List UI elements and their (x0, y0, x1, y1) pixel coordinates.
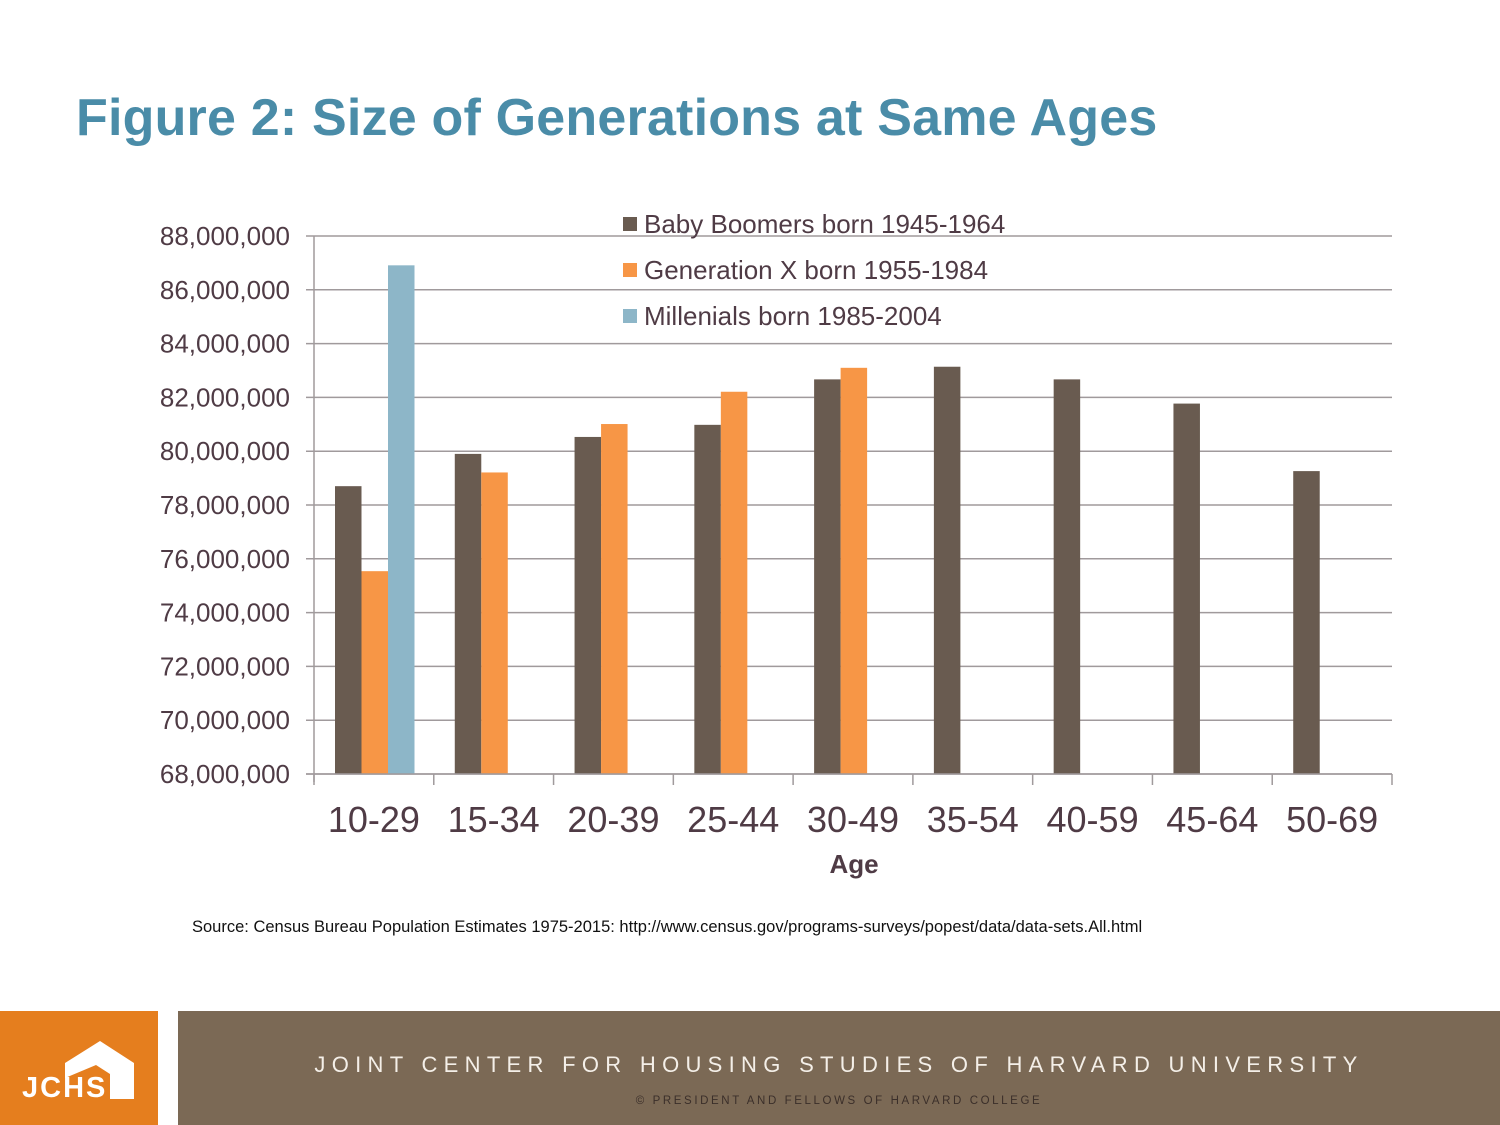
bar-generation-25-44 (720, 391, 748, 774)
x-tick-label: 10-29 (328, 799, 420, 840)
legend-swatch (623, 263, 637, 277)
x-tick-label: 15-34 (448, 799, 540, 840)
legend: Baby Boomers born 1945-1964 Generation X … (623, 209, 1005, 331)
y-tick-label: 88,000,000 (160, 221, 290, 251)
legend-swatch (623, 217, 637, 231)
y-tick-label: 84,000,000 (160, 329, 290, 359)
y-tick-label: 82,000,000 (160, 382, 290, 412)
y-tick-label: 72,000,000 (160, 651, 290, 681)
bars (335, 265, 1320, 774)
x-tick-label: 25-44 (687, 799, 779, 840)
y-tick-label: 76,000,000 (160, 544, 290, 574)
y-tick-label: 78,000,000 (160, 490, 290, 520)
bar-baby-50-69 (1293, 471, 1320, 774)
legend-label: Generation X born 1955-1984 (644, 255, 988, 285)
x-axis-tick-labels: 10-29 15-34 20-39 25-44 30-49 35-54 40-59 45-64… (328, 799, 1378, 840)
x-axis-title: Age (829, 849, 878, 879)
x-tick-label: 45-64 (1166, 799, 1258, 840)
bar-generation-20-39 (601, 424, 628, 774)
x-tick-label: 40-59 (1047, 799, 1139, 840)
copyright-text: © PRESIDENT AND FELLOWS OF HARVARD COLLE… (635, 1095, 1043, 1107)
axes (306, 236, 1393, 785)
y-tick-label: 68,000,000 (160, 759, 290, 789)
bar-generation-15-34 (481, 472, 508, 774)
x-tick-label: 30-49 (807, 799, 899, 840)
bar-baby-25-44 (694, 424, 721, 774)
logo-text: JCHS (22, 1072, 108, 1104)
bar-generation-10-29 (361, 571, 388, 774)
y-axis-tick-labels: 68,000,000 70,000,000 72,000,000 74,000,000… (160, 221, 290, 789)
legend-swatch (623, 309, 637, 323)
bar-baby-40-59 (1053, 379, 1081, 774)
x-tick-label: 50-69 (1286, 799, 1378, 840)
x-tick-label: 35-54 (927, 799, 1019, 840)
bar-chart: 68,000,000 70,000,000 72,000,000 74,000,000… (160, 209, 1393, 879)
y-tick-label: 74,000,000 (160, 598, 290, 628)
legend-label: Baby Boomers born 1945-1964 (644, 209, 1005, 239)
bar-baby-10-29 (335, 486, 362, 774)
house-icon (65, 1041, 134, 1099)
jchs-logo (0, 1011, 158, 1125)
y-tick-label: 70,000,000 (160, 705, 290, 735)
organization-name: JOINT CENTER FOR HOUSING STUDIES OF HARV… (314, 1052, 1364, 1077)
y-tick-label: 80,000,000 (160, 436, 290, 466)
source-note: Source: Census Bureau Population Estimat… (192, 918, 1143, 936)
footer-band (178, 1011, 1500, 1125)
x-tick-label: 20-39 (567, 799, 659, 840)
bar-baby-45-64 (1173, 403, 1200, 774)
bar-baby-15-34 (454, 453, 482, 774)
y-tick-label: 86,000,000 (160, 275, 290, 305)
bar-generation-30-49 (840, 367, 868, 774)
bar-baby-35-54 (933, 366, 961, 774)
legend-label: Millenials born 1985-2004 (644, 301, 942, 331)
slide-title: Figure 2: Size of Generations at Same Ag… (76, 89, 1158, 147)
bar-millenials-10-29 (388, 265, 415, 774)
bar-baby-30-49 (814, 379, 841, 774)
bar-baby-20-39 (574, 436, 602, 774)
